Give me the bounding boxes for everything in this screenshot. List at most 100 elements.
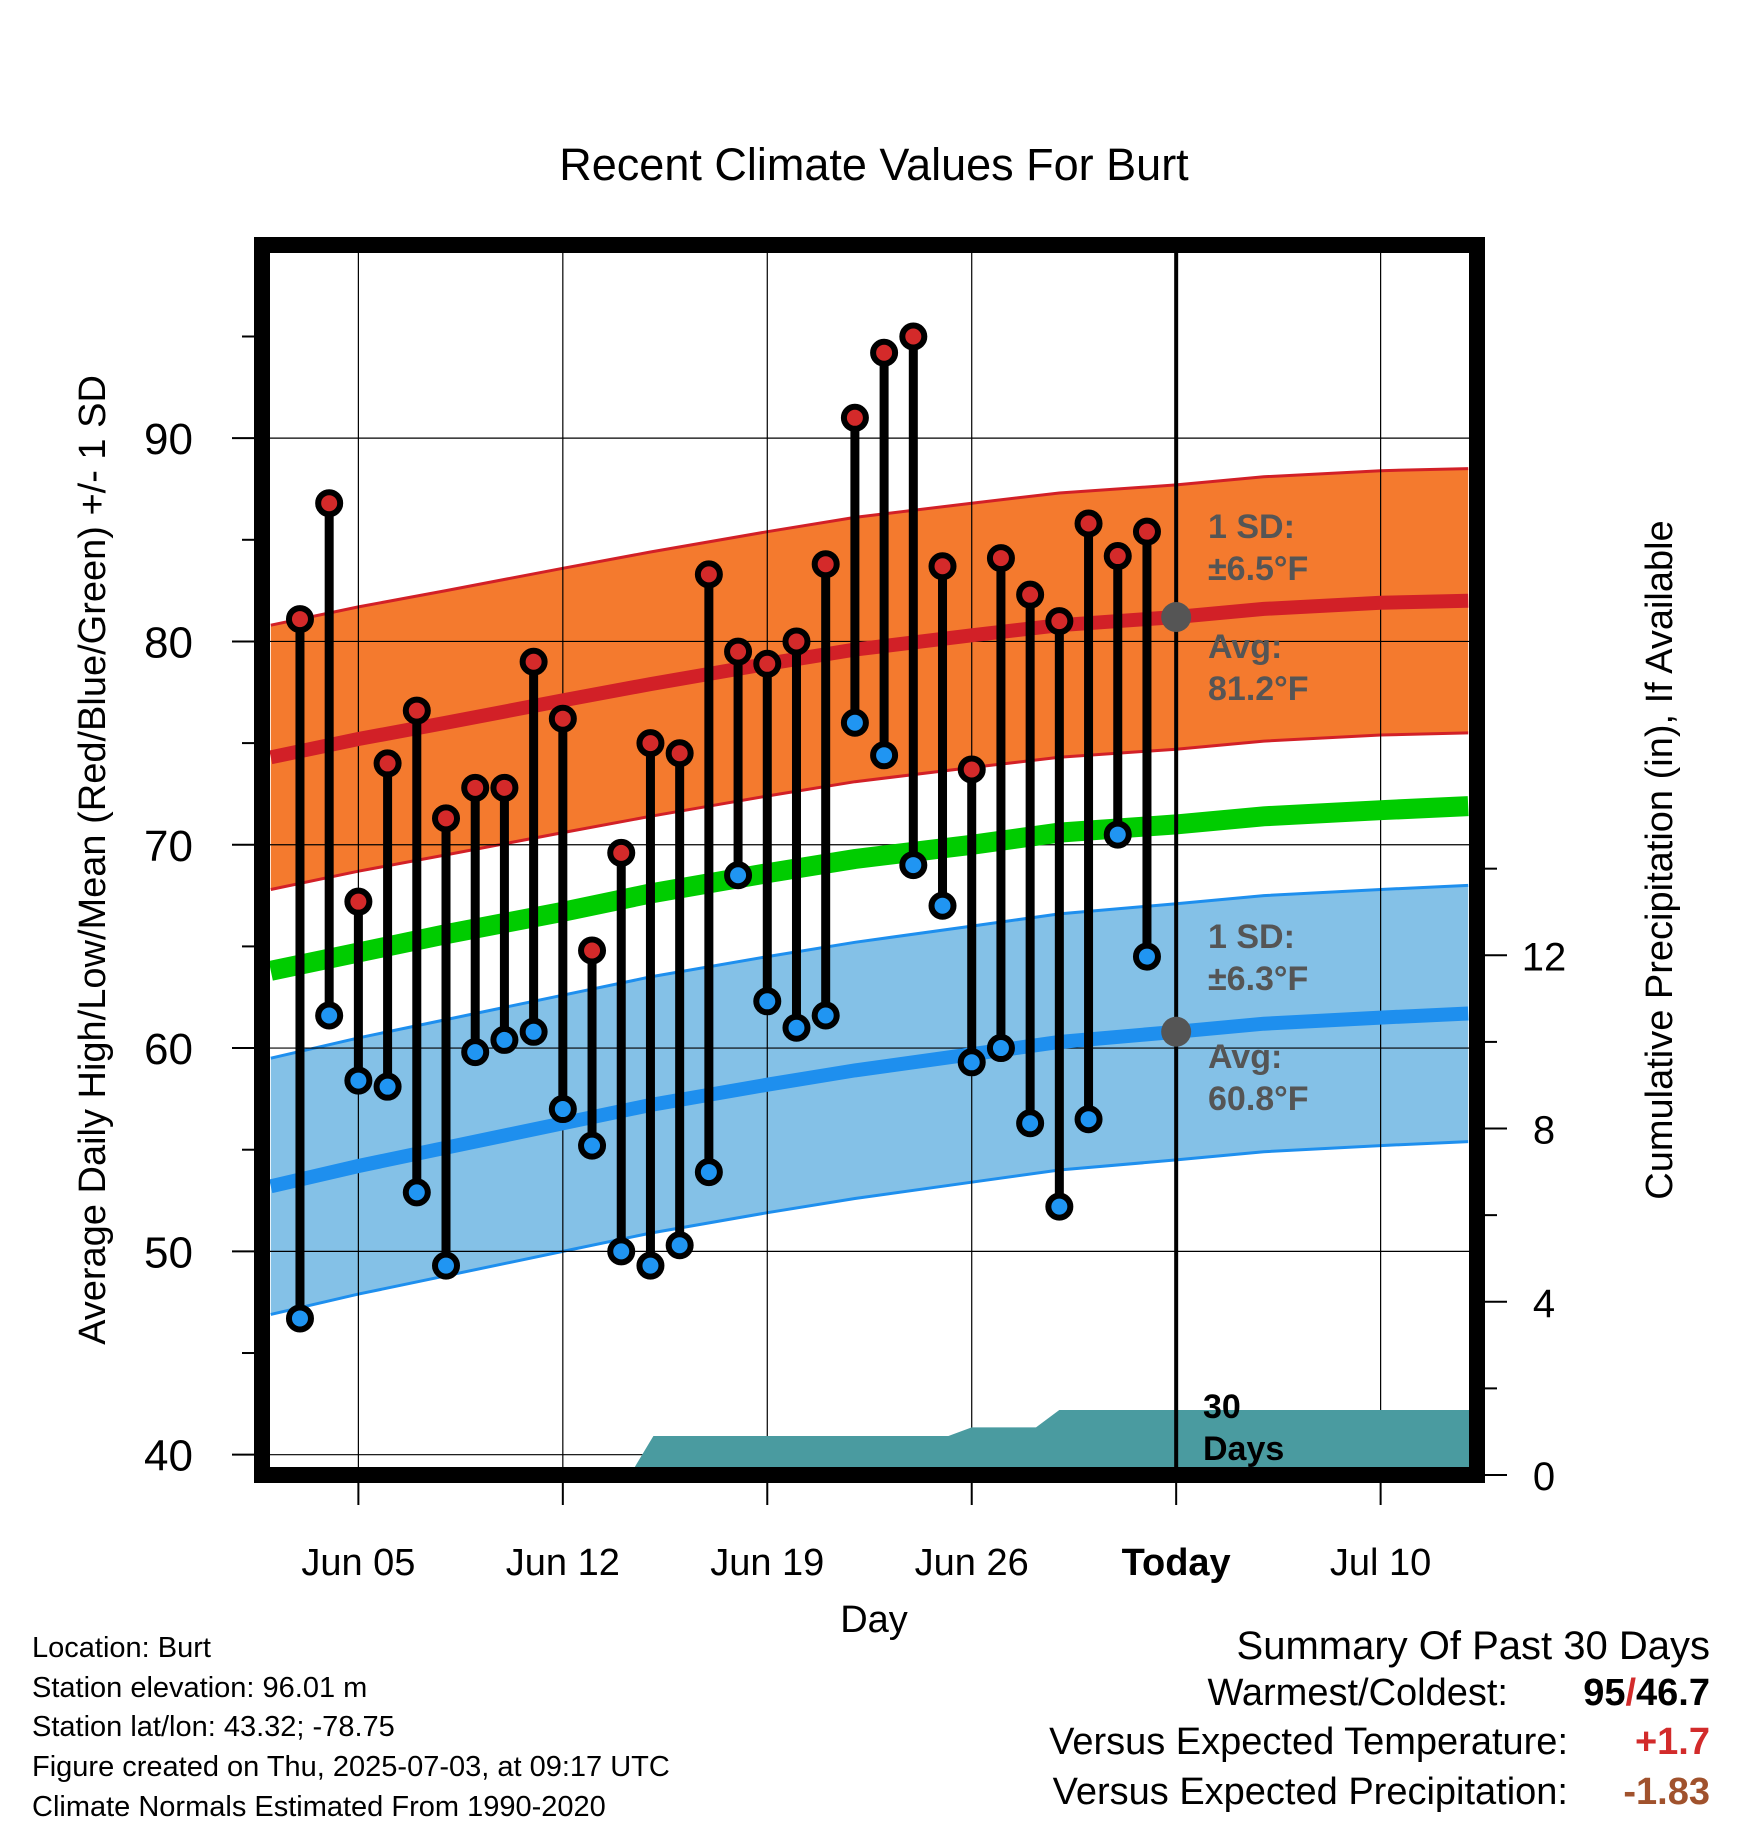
today-window-label-line2: Days [1203,1430,1284,1468]
daily-high-point [548,704,577,733]
y-tick-label-left: 40 [144,1432,193,1481]
daily-high-point [665,739,694,768]
daily-high-point [1016,580,1045,609]
axes: 40 50 60 70 80 90 0 4 8 12 Jun 05 Jun 12 Jun 19 Jun 2… [144,335,1567,1584]
daily-low-point [1045,1192,1074,1221]
daily-low-point [461,1038,490,1067]
daily-high-point [1132,517,1161,546]
daily-high-point [1045,607,1074,636]
location-text: Location: Burt [32,1632,211,1664]
slash-separator: / [1625,1672,1637,1714]
daily-high-point [461,773,490,802]
plot-frame [254,237,1485,1483]
daily-low-point [870,741,899,770]
daily-low-point [285,1304,314,1333]
daily-high-point [928,552,957,581]
summary-title: Summary Of Past 30 Days [1236,1624,1710,1668]
precip-anomaly-value: -1.83 [1623,1771,1710,1813]
daily-high-point [402,696,431,725]
daily-high-point [578,936,607,965]
daily-high-point [636,729,665,758]
high-sd-label: 1 SD: [1208,508,1295,546]
warmest-coldest-label: Warmest/Coldest: [1207,1672,1508,1714]
daily-low-point [373,1072,402,1101]
low-sd-label: 1 SD: [1208,918,1295,956]
daily-low-point [578,1131,607,1160]
y-axis-label-left: Average Daily High/Low/Mean (Red/Blue/Gr… [72,375,114,1345]
x-tick-label: Jun 19 [710,1542,824,1584]
daily-low-point [1074,1105,1103,1134]
today-low-average-dot [1161,1016,1192,1047]
x-tick-label: Jul 10 [1330,1542,1431,1584]
precipitation-area [262,1410,1477,1475]
low-sd-band [270,885,1469,1315]
normals-text: Climate Normals Estimated From 1990-2020 [32,1791,606,1823]
y-tick-label-right: 8 [1533,1109,1555,1153]
daily-low-point [694,1158,723,1187]
y-tick-label-left: 70 [144,822,193,871]
daily-high-point [490,773,519,802]
chart-title: Recent Climate Values For Burt [559,139,1189,190]
x-tick-label: Jun 12 [506,1542,620,1584]
x-axis-label: Day [840,1599,908,1641]
daily-low-point [1132,942,1161,971]
daily-markers [285,322,1161,1333]
x-tick-label: Jun 26 [915,1542,1029,1584]
y-tick-label-left: 80 [144,618,193,667]
high-sd-band [270,468,1469,890]
daily-low-point [782,1013,811,1042]
high-sd-value: ±6.5°F [1208,550,1308,588]
daily-high-point [315,489,344,518]
today-average-dots [1161,602,1192,1047]
elevation-text: Station elevation: 96.01 m [32,1672,368,1704]
plot-area: 1 SD: ±6.5°F Avg: 81.2°F 1 SD: ±6.3°F Avg: 60.8… [262,245,1477,1475]
daily-low-point [607,1237,636,1266]
x-tick-label: Today [1122,1542,1231,1584]
daily-high-point [870,338,899,367]
latlon-text: Station lat/lon: 43.32; -78.75 [32,1711,395,1743]
daily-high-point [607,838,636,867]
temp-anomaly-label: Versus Expected Temperature: [1049,1721,1568,1763]
daily-low-point [519,1017,548,1046]
daily-low-point [1103,820,1132,849]
daily-high-point [899,322,928,351]
daily-low-point [490,1025,519,1054]
low-sd-value: ±6.3°F [1208,960,1308,998]
precip-area [262,1410,1477,1475]
daily-high-point [1074,509,1103,538]
daily-high-point [432,804,461,833]
daily-high-point [694,560,723,589]
daily-low-point [636,1251,665,1280]
daily-range-bars [295,336,1152,1319]
warmest-value: 95 [1583,1672,1626,1714]
daily-low-point [986,1034,1015,1063]
today-high-average-dot [1161,602,1192,633]
daily-low-point [402,1178,431,1207]
coldest-value: 46.7 [1636,1672,1710,1714]
daily-high-point [840,403,869,432]
y-tick-label-right: 4 [1533,1282,1555,1326]
daily-low-point [548,1095,577,1124]
y-tick-label-right: 0 [1533,1455,1555,1499]
daily-high-point [285,605,314,634]
y-tick-label-left: 60 [144,1025,193,1074]
x-tick-label: Jun 05 [301,1542,415,1584]
daily-low-point [928,891,957,920]
daily-high-point [373,749,402,778]
daily-low-point [344,1066,373,1095]
daily-high-point [519,647,548,676]
high-avg-label: Avg: [1208,628,1282,666]
daily-low-point [753,987,782,1016]
daily-high-point [1103,542,1132,571]
annotations: 1 SD: ±6.5°F Avg: 81.2°F 1 SD: ±6.3°F Avg: 60.8… [1203,508,1309,1468]
daily-high-point [724,637,753,666]
low-avg-value: 60.8°F [1208,1080,1309,1118]
daily-high-point [957,755,986,784]
daily-low-point [957,1048,986,1077]
daily-high-point [344,887,373,916]
high-avg-value: 81.2°F [1208,670,1309,708]
daily-low-point [811,1001,840,1030]
y-tick-label-right: 12 [1522,935,1567,979]
precip-anomaly-label: Versus Expected Precipitation: [1052,1771,1568,1813]
